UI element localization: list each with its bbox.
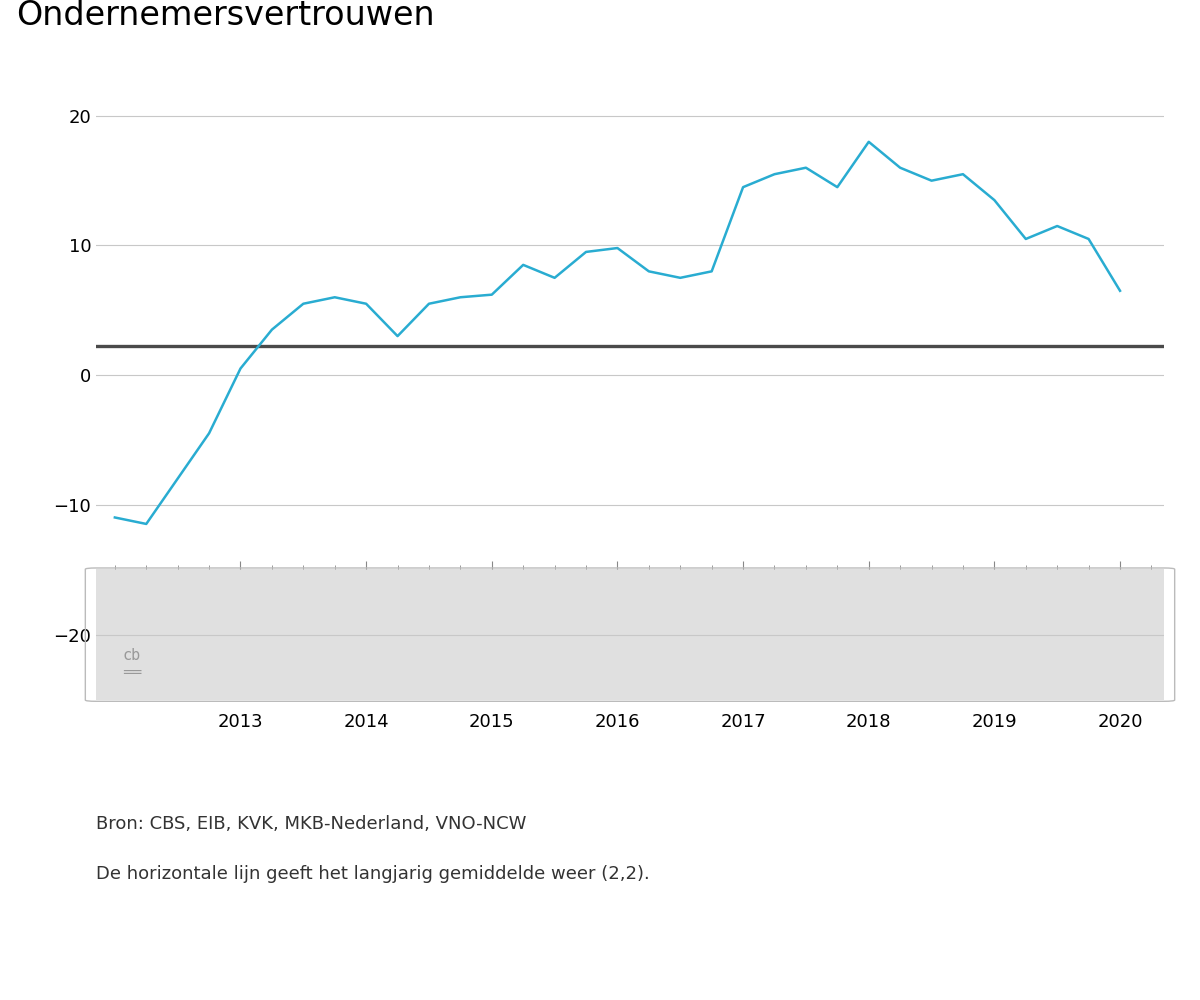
Text: Ondernemersvertrouwen: Ondernemersvertrouwen xyxy=(16,0,434,32)
Text: cb
══: cb ══ xyxy=(122,648,140,680)
Text: Bron: CBS, EIB, KVK, MKB-Nederland, VNO-NCW: Bron: CBS, EIB, KVK, MKB-Nederland, VNO-… xyxy=(96,815,527,833)
Text: De horizontale lijn geeft het langjarig gemiddelde weer (2,2).: De horizontale lijn geeft het langjarig … xyxy=(96,865,649,883)
